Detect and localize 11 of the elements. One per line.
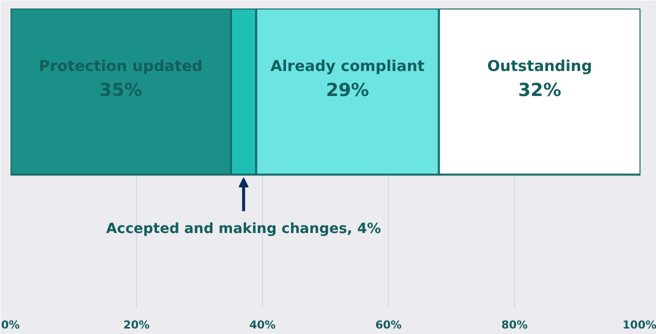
series-label: Already compliant — [270, 56, 425, 75]
x-tick-label: 100% — [622, 318, 656, 332]
x-tick-label: 40% — [249, 318, 276, 332]
x-tick-label: 80% — [501, 318, 528, 332]
data-label: 29% — [326, 80, 370, 101]
x-tick-label: 20% — [123, 318, 150, 332]
data-label: 32% — [518, 80, 562, 101]
annotation: Accepted and making changes, 4% — [106, 221, 382, 238]
series-label: Outstanding — [487, 56, 592, 75]
x-tick-label: 60% — [375, 318, 402, 332]
x-tick-label: 0% — [1, 318, 20, 332]
